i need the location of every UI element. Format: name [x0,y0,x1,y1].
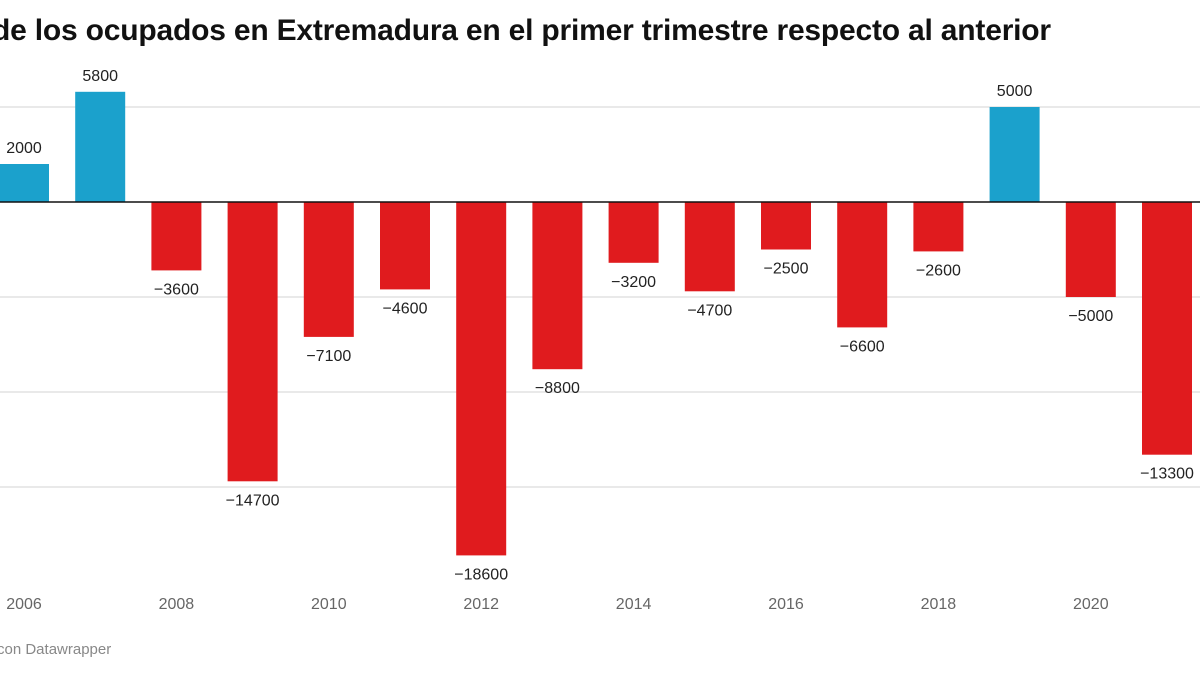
x-tick-2010: 2010 [311,596,347,613]
bar-2007 [75,91,126,202]
x-tick-2018: 2018 [921,596,957,613]
value-label-2018: −2600 [916,262,961,279]
value-label-2021: −13300 [1140,466,1194,483]
value-label-2010: −7100 [306,348,351,365]
bar-2019 [989,107,1040,202]
bar-2015 [684,202,735,292]
chart-credit: con Datawrapper [0,641,112,658]
value-label-2013: −8800 [535,380,580,397]
bar-2016 [761,202,811,250]
bar-2008 [151,202,202,271]
x-tick-2008: 2008 [159,596,195,613]
value-label-2015: −4700 [687,302,732,319]
value-label-2014: −3200 [611,274,656,291]
bar-2013 [532,202,583,370]
value-label-2007: 5800 [82,68,118,85]
bar-2009 [227,202,278,482]
value-label-2008: −3600 [154,281,199,298]
bar-2020 [1065,202,1116,297]
x-tick-2006: 2006 [6,596,42,613]
bar-2018 [913,202,964,252]
value-label-2017: −6600 [840,338,885,355]
bar-2011 [380,202,430,290]
x-tick-2012: 2012 [463,596,499,613]
bar-2017 [837,202,888,328]
chart-title: de los ocupados en Extremadura en el pri… [0,14,1051,47]
x-axis-ticks: 2006 2008 2010 2012 2014 2016 2018 2020 [6,596,1108,613]
value-label-2011: −4600 [383,300,428,317]
bar-2021 [1142,202,1192,455]
value-label-2016: −2500 [764,261,809,278]
bar-2006 [0,164,49,202]
bars [0,91,1192,556]
value-label-2020: −5000 [1068,308,1113,325]
value-labels: 2000 5800 −3600 −14700 −7100 −4600 −18600 −8800… [6,68,1194,584]
x-tick-2016: 2016 [768,596,804,613]
value-label-2009: −14700 [226,492,280,509]
x-tick-2020: 2020 [1073,596,1109,613]
x-tick-2014: 2014 [616,596,652,613]
bar-2012 [456,202,507,556]
value-label-2012: −18600 [454,566,508,583]
bar-2014 [608,202,659,263]
bar-2010 [303,202,354,337]
value-label-2006: 2000 [6,140,42,157]
value-label-2019: 5000 [997,83,1033,100]
